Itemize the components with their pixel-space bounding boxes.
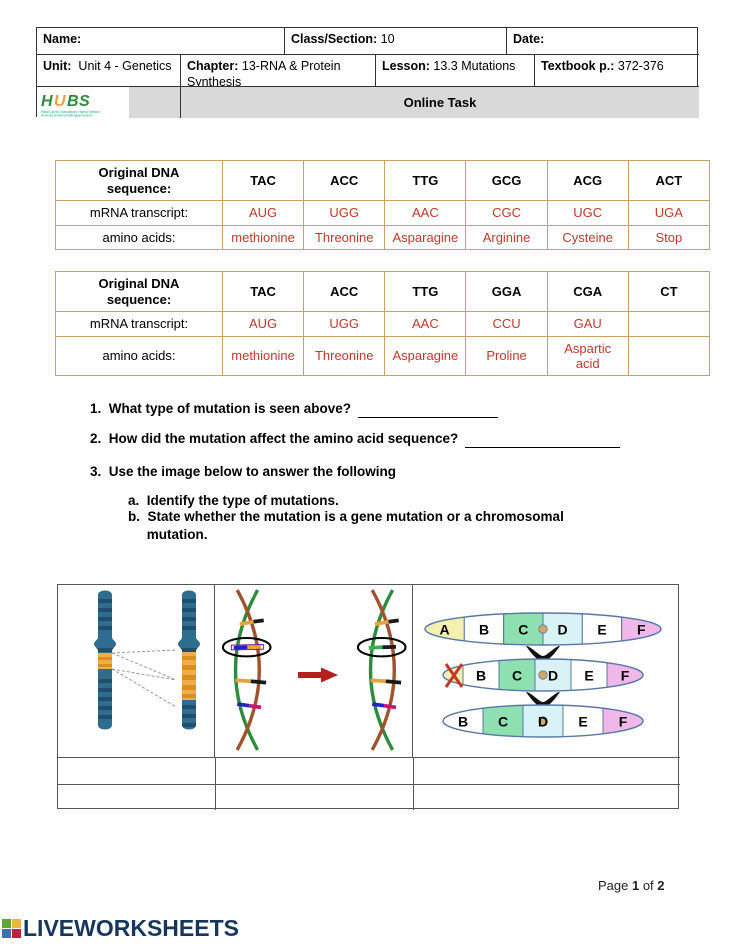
svg-text:F: F: [637, 622, 646, 638]
svg-text:C: C: [498, 714, 508, 730]
svg-text:B: B: [479, 622, 489, 638]
svg-text:B: B: [458, 714, 468, 730]
svg-text:F: F: [621, 668, 630, 684]
svg-text:D: D: [558, 622, 568, 638]
svg-text:E: E: [597, 622, 606, 638]
svg-text:S: S: [79, 93, 90, 110]
svg-text:B: B: [476, 668, 486, 684]
svg-text:H: H: [41, 93, 53, 110]
svg-text:C: C: [518, 622, 528, 638]
svg-text:F: F: [619, 714, 628, 730]
svg-text:A: A: [440, 622, 450, 638]
svg-text:E: E: [578, 714, 587, 730]
svg-text:D: D: [538, 714, 548, 730]
svg-text:Al-Huda Universal Bilingual Sc: Al-Huda Universal Bilingual School: [41, 114, 92, 118]
svg-text:B: B: [67, 93, 79, 110]
svg-text:D: D: [548, 668, 558, 684]
svg-text:C: C: [512, 668, 522, 684]
svg-text:E: E: [584, 668, 593, 684]
svg-text:U: U: [54, 93, 66, 110]
